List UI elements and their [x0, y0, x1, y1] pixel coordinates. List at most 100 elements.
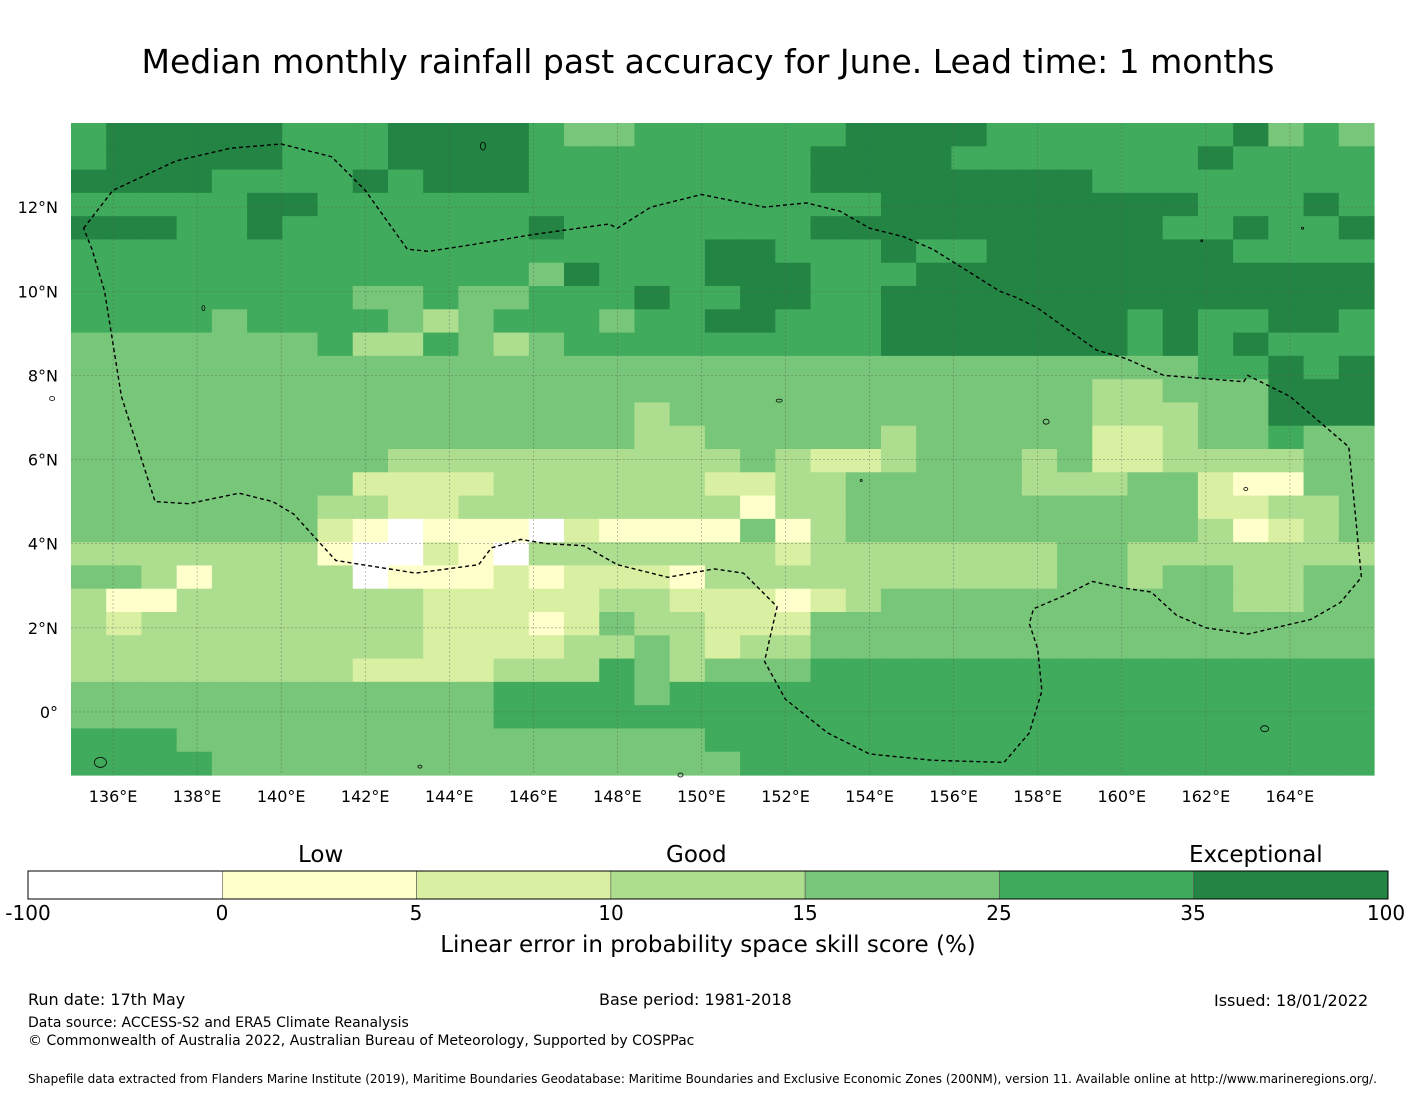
skill-cell [211, 355, 248, 380]
longitude-label: 142°E [341, 787, 390, 806]
skill-cell [740, 286, 776, 310]
skill-cell [317, 123, 354, 147]
skill-cell [106, 635, 143, 660]
skill-cell [493, 379, 530, 404]
skill-cell [282, 705, 319, 730]
skill-cell [282, 449, 319, 473]
skill-cell [141, 612, 178, 636]
skill-cell [740, 728, 776, 753]
skill-cell [282, 658, 319, 683]
skill-cell [387, 146, 424, 171]
skill-cell [916, 728, 953, 753]
skill-cell [1092, 286, 1129, 310]
skill-cell [1338, 239, 1375, 264]
skill-cell [528, 123, 565, 147]
skill-cell [564, 123, 600, 147]
skill-cell [106, 262, 143, 287]
skill-cell [1021, 146, 1058, 171]
skill-cell [493, 518, 530, 543]
skill-cell [1127, 332, 1164, 357]
skill-cell [247, 728, 283, 753]
skill-cell [1197, 239, 1234, 264]
skill-cell [564, 239, 600, 264]
skill-cell [352, 286, 389, 310]
skill-cell [845, 425, 882, 450]
skill-cell [317, 565, 354, 590]
skill-cell [247, 286, 283, 310]
skill-cell [845, 169, 882, 194]
longitude-label: 156°E [929, 787, 978, 806]
skill-cell [141, 728, 178, 753]
skill-cell [528, 169, 565, 194]
skill-cell [880, 332, 917, 357]
skill-cell [423, 355, 459, 380]
skill-cell [1092, 332, 1129, 357]
skill-cell [634, 309, 671, 334]
skill-cell [634, 192, 671, 217]
skill-cell [458, 635, 495, 660]
skill-cell [1162, 169, 1199, 194]
map-gridlines [71, 123, 1374, 775]
skill-cell [211, 262, 248, 287]
skill-cell [1303, 612, 1340, 636]
skill-cell [1197, 751, 1234, 776]
skill-cell [775, 425, 812, 450]
skill-cell [916, 425, 953, 450]
skill-cell [423, 262, 459, 287]
skill-cell [211, 658, 248, 683]
skill-cell [916, 146, 953, 171]
skill-cell [528, 379, 565, 404]
skill-cell [493, 612, 530, 636]
skill-cell [317, 705, 354, 730]
skill-grid [71, 123, 1375, 776]
skill-cell [106, 123, 143, 147]
skill-cell [528, 146, 565, 171]
skill-cell [1127, 542, 1164, 567]
skill-cell [810, 146, 847, 171]
skill-cell [599, 518, 636, 543]
skill-cell [141, 425, 178, 450]
skill-cell [1338, 588, 1375, 613]
skill-cell [1127, 286, 1164, 310]
skill-cell [211, 472, 248, 497]
skill-cell [317, 681, 354, 706]
skill-cell [1092, 379, 1129, 404]
skill-cell [282, 681, 319, 706]
skill-cell [493, 635, 530, 660]
skill-cell [1057, 612, 1093, 636]
skill-cell [986, 658, 1023, 683]
skill-cell [951, 751, 988, 776]
island-outline [49, 396, 55, 401]
skill-cell [1162, 542, 1199, 567]
skill-cell [493, 542, 530, 567]
skill-cell [599, 262, 636, 287]
skill-cell [1233, 146, 1269, 171]
skill-cell [1127, 635, 1164, 660]
colorbar-category-low: Low [298, 842, 344, 868]
skill-cell [916, 192, 953, 217]
skill-cell [1057, 495, 1093, 520]
skill-cell [740, 472, 776, 497]
skill-cell [211, 425, 248, 450]
skill-cell [704, 309, 741, 334]
skill-cell [916, 169, 953, 194]
skill-cell [951, 472, 988, 497]
skill-cell [247, 169, 283, 194]
skill-cell [141, 216, 178, 241]
skill-cell [423, 542, 459, 567]
skill-cell [669, 449, 706, 473]
skill-cell [211, 565, 248, 590]
skill-cell [740, 635, 776, 660]
skill-cell [106, 402, 143, 427]
skill-cell [1268, 262, 1305, 287]
skill-cell [458, 123, 495, 147]
skill-cell [493, 239, 530, 264]
skill-cell [1162, 518, 1199, 543]
skill-cell [1021, 472, 1058, 497]
skill-cell [493, 146, 530, 171]
skill-cell [1162, 495, 1199, 520]
longitude-label: 148°E [593, 787, 642, 806]
skill-cell [704, 751, 741, 776]
skill-cell [986, 635, 1023, 660]
skill-cell [704, 216, 741, 241]
